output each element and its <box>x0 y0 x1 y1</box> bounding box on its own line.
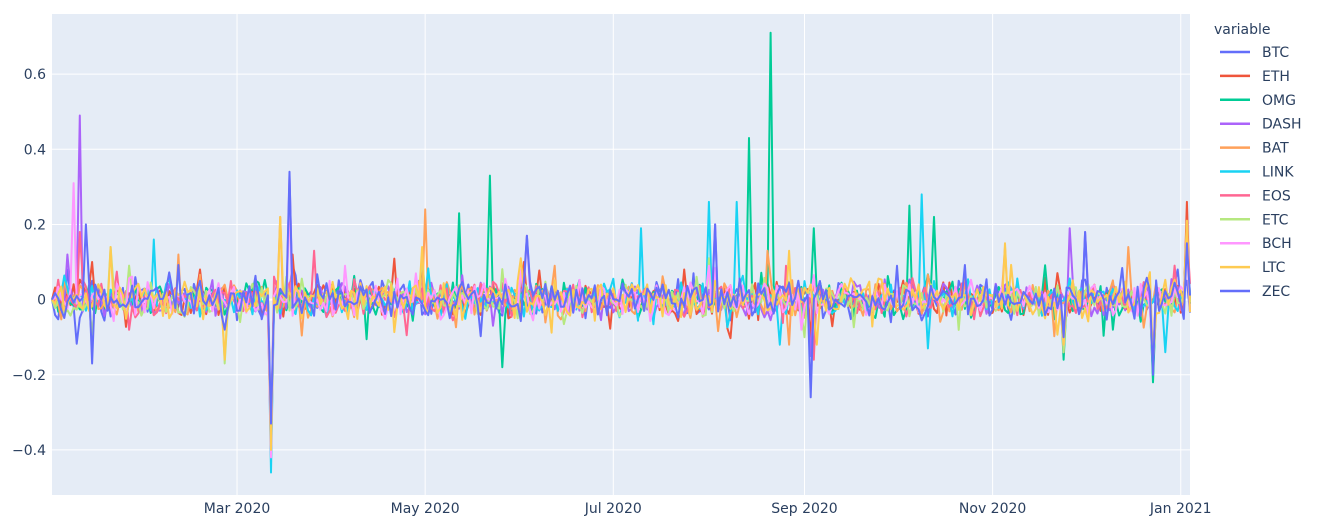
legend-title: variable <box>1214 22 1270 38</box>
y-tick-label: 0 <box>37 293 46 309</box>
legend-item-btc[interactable]: BTC <box>1220 45 1289 61</box>
x-axis-ticks: Mar 2020 May 2020 Jul 2020 Sep 2020 Nov 2020… <box>204 501 1212 517</box>
legend: variable BTC ETH OMG DASH BAT LINK EOS ETC BCH LT… <box>1214 22 1302 300</box>
y-tick-label: 0.2 <box>24 217 46 233</box>
legend-item-bch[interactable]: BCH <box>1220 236 1292 252</box>
x-tick-label: Mar 2020 <box>204 501 271 517</box>
legend-label: BTC <box>1262 45 1289 61</box>
legend-label: ETH <box>1262 69 1290 85</box>
y-axis-ticks: −0.4 −0.2 0 0.2 0.4 0.6 <box>12 67 46 459</box>
legend-items: BTC ETH OMG DASH BAT LINK EOS ETC BCH LTC ZEC <box>1220 45 1302 300</box>
legend-label: DASH <box>1262 117 1302 133</box>
x-tick-label: Nov 2020 <box>959 501 1026 517</box>
legend-label: ETC <box>1262 212 1289 228</box>
series-line-zec <box>51 170 1191 425</box>
y-tick-label: 0.4 <box>24 142 46 158</box>
legend-label: EOS <box>1262 188 1291 204</box>
legend-item-ltc[interactable]: LTC <box>1220 260 1286 276</box>
legend-item-eos[interactable]: EOS <box>1220 188 1291 204</box>
legend-item-zec[interactable]: ZEC <box>1220 284 1290 300</box>
legend-item-eth[interactable]: ETH <box>1220 69 1290 85</box>
x-tick-label: Jul 2020 <box>584 501 642 517</box>
legend-item-omg[interactable]: OMG <box>1220 93 1296 109</box>
x-tick-label: Sep 2020 <box>771 501 837 517</box>
legend-item-etc[interactable]: ETC <box>1220 212 1289 228</box>
legend-label: BCH <box>1262 236 1292 252</box>
legend-label: LTC <box>1262 260 1286 276</box>
legend-item-bat[interactable]: BAT <box>1220 141 1289 157</box>
y-tick-label: −0.2 <box>12 368 46 384</box>
legend-item-dash[interactable]: DASH <box>1220 117 1302 133</box>
legend-label: BAT <box>1262 141 1289 157</box>
x-tick-label: Jan 2021 <box>1149 501 1212 517</box>
legend-label: LINK <box>1262 165 1294 181</box>
y-tick-label: 0.6 <box>24 67 46 83</box>
series-layer <box>51 31 1191 474</box>
legend-item-link[interactable]: LINK <box>1220 165 1294 181</box>
y-tick-label: −0.4 <box>12 443 46 459</box>
legend-label: ZEC <box>1262 284 1290 300</box>
legend-label: OMG <box>1262 93 1296 109</box>
plot-background <box>52 14 1190 495</box>
x-tick-label: May 2020 <box>391 501 460 517</box>
